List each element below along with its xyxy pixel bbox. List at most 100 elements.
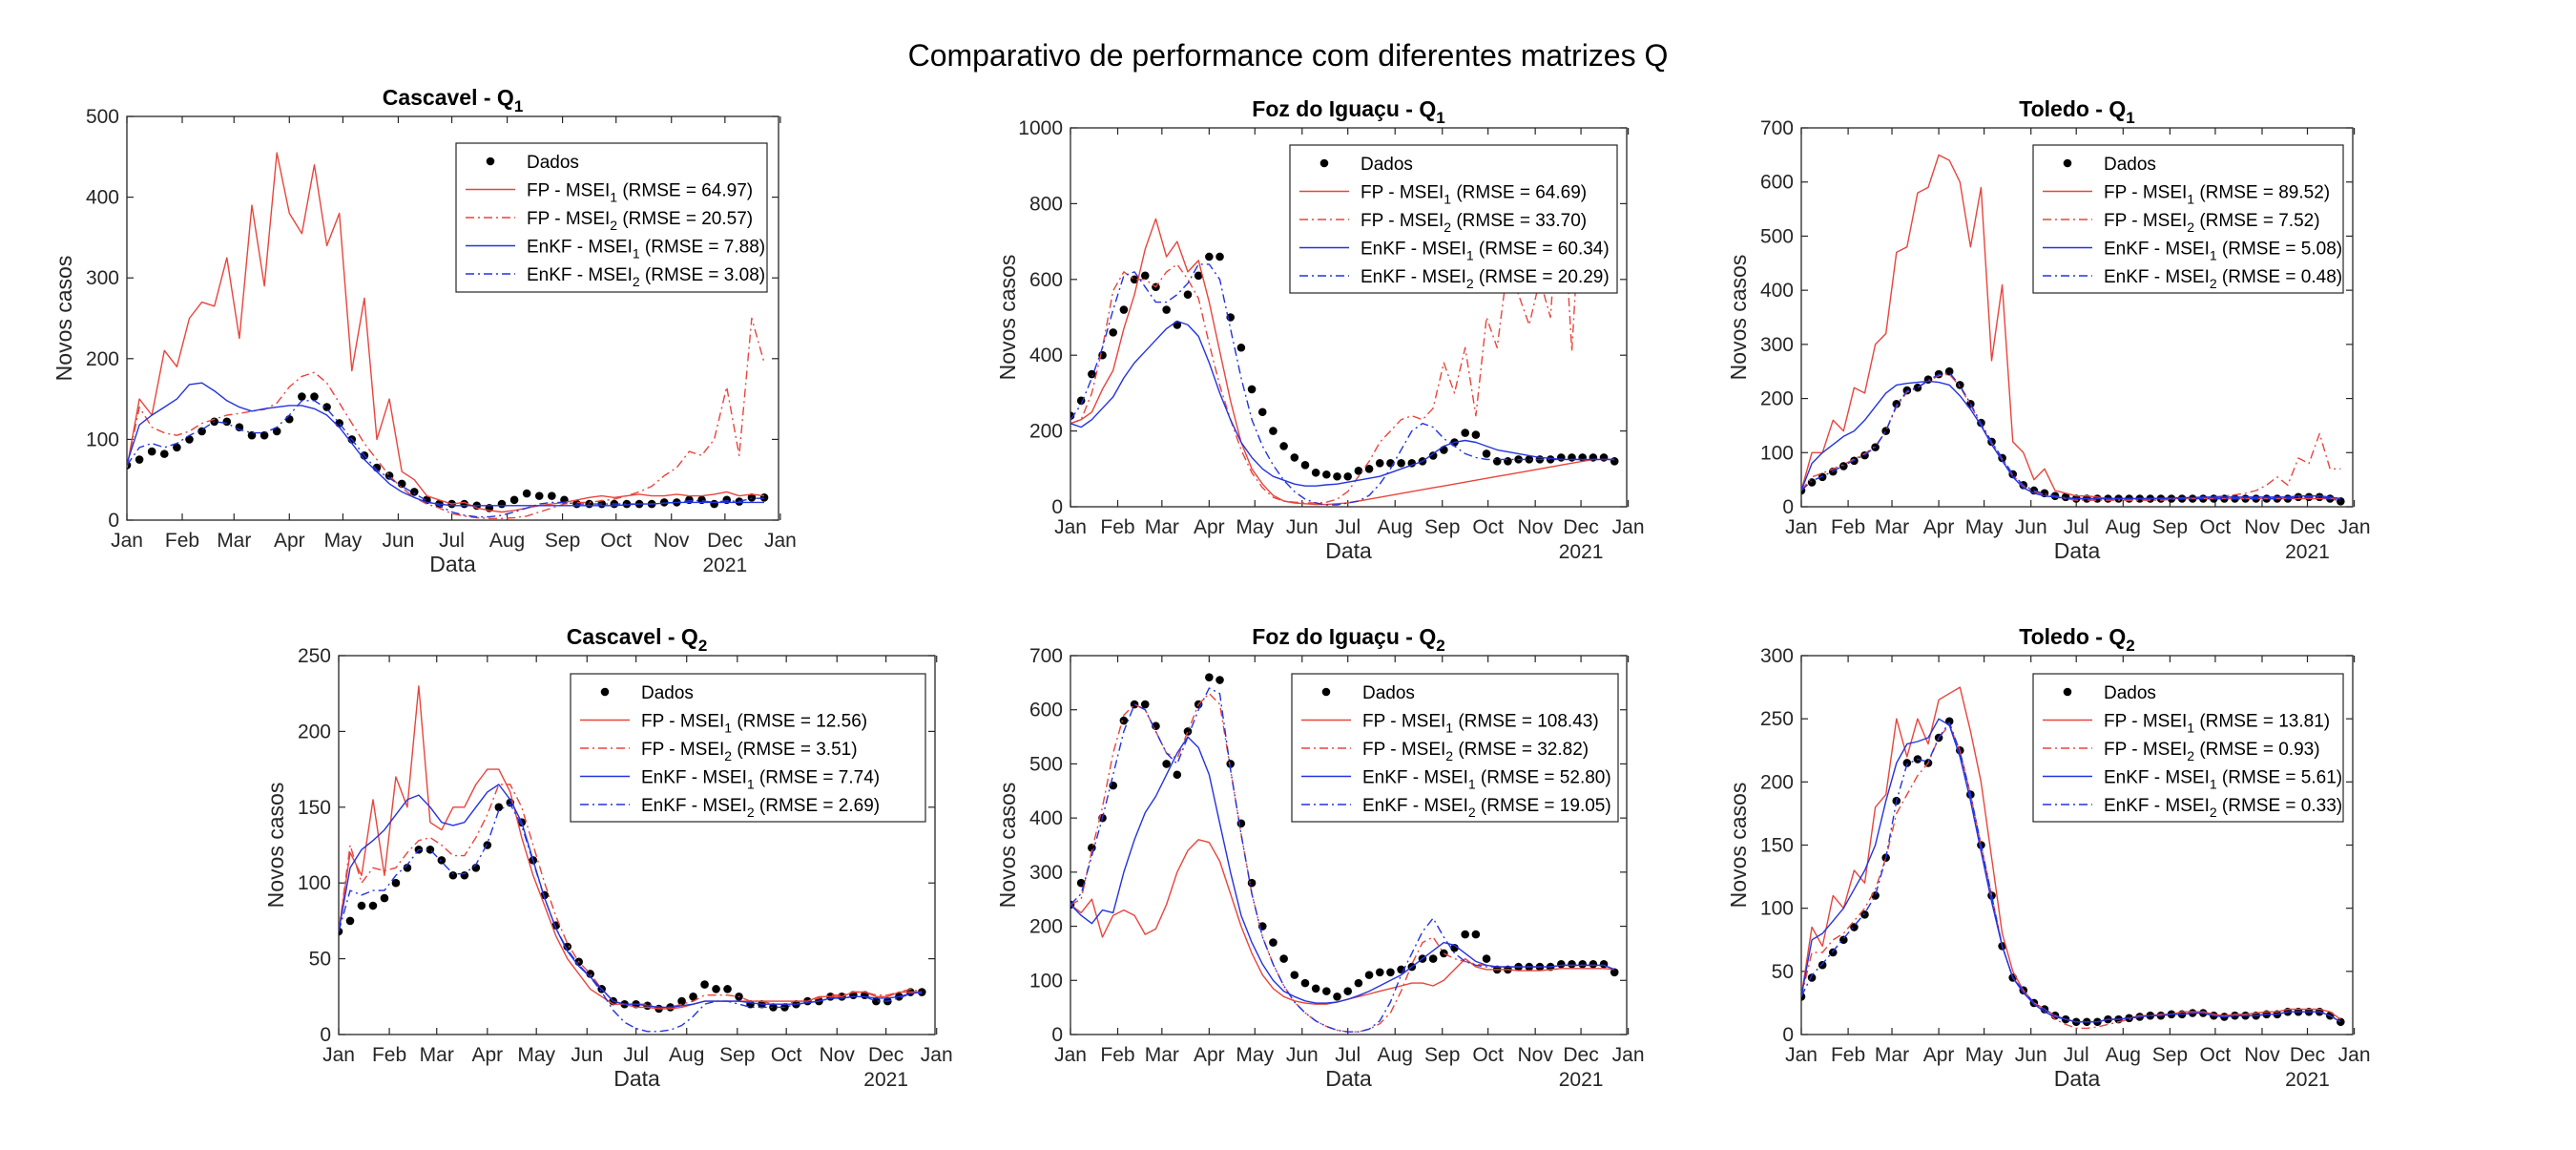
x-tick-label: Jan xyxy=(322,1044,355,1066)
data-point xyxy=(1482,954,1491,963)
legend-label: EnKF - MSEI2 (RMSE = 3.08) xyxy=(527,265,765,289)
data-point xyxy=(522,489,531,498)
data-point xyxy=(1269,938,1278,947)
legend-label: FP - MSEI1 (RMSE = 89.52) xyxy=(2104,183,2330,207)
x-tick-label: Jan xyxy=(111,530,143,552)
data-point xyxy=(710,499,718,509)
y-tick-label: 500 xyxy=(86,106,119,128)
chart-panel-3: 0 100 200 300 400 500 600 700 Jan Feb Mar Apr May Jun… xyxy=(1726,96,2371,563)
series-group xyxy=(1801,686,2345,1030)
legend-label: EnKF - MSEI2 (RMSE = 20.29) xyxy=(1361,267,1610,291)
data-point xyxy=(448,870,458,880)
legend-label: FP - MSEI1 (RMSE = 13.81) xyxy=(2104,712,2330,736)
data-point xyxy=(1109,328,1118,337)
x-tick-label: Nov xyxy=(1517,1044,1553,1066)
x-tick-label: Feb xyxy=(1100,1044,1134,1066)
y-tick-label: 150 xyxy=(298,797,331,819)
data-point xyxy=(409,488,419,496)
y-axis-label: Novos casos xyxy=(52,256,76,382)
data-point xyxy=(759,493,769,502)
x-tick-label: Dec xyxy=(1563,516,1598,538)
x-tick-label: Jun xyxy=(2015,516,2047,538)
data-point xyxy=(357,901,366,910)
x-year-label: 2021 xyxy=(2285,541,2330,563)
x-axis-label: Data xyxy=(1325,1066,1372,1091)
series-group xyxy=(127,152,769,519)
x-year-label: 2021 xyxy=(2285,1069,2330,1091)
chart-panel-2: 0 200 400 600 800 1000 Jan Feb Mar Apr May Jun Jul Au… xyxy=(995,96,1645,563)
data-point xyxy=(1375,968,1384,977)
legend-label: EnKF - MSEI1 (RMSE = 7.74) xyxy=(641,768,880,792)
y-tick-label: 100 xyxy=(298,872,331,894)
y-tick-label: 250 xyxy=(1760,708,1794,730)
x-tick-label: Sep xyxy=(545,530,580,552)
series-group xyxy=(1801,154,2345,506)
data-point xyxy=(1183,727,1193,736)
x-axis-label: Data xyxy=(2054,538,2101,563)
x-tick-label: Oct xyxy=(600,530,632,552)
data-point xyxy=(1205,673,1214,681)
x-tick-label: Apr xyxy=(471,1044,503,1066)
x-tick-label: Dec xyxy=(707,530,742,552)
data-point xyxy=(345,916,355,926)
x-tick-label: Dec xyxy=(868,1044,904,1066)
chart-panel-5: 0 100 200 300 400 500 600 700 Jan Feb Mar Apr May Jun… xyxy=(995,624,1645,1091)
data-point xyxy=(1578,959,1587,969)
x-tick-label: Feb xyxy=(372,1044,406,1066)
x-tick-label: May xyxy=(1236,1044,1274,1066)
y-tick-label: 1000 xyxy=(1018,117,1063,139)
data-point xyxy=(460,870,469,880)
data-point xyxy=(659,498,669,507)
series-line-3 xyxy=(127,382,764,507)
data-point xyxy=(1610,457,1619,466)
data-point xyxy=(1279,442,1288,450)
x-tick-label: Aug xyxy=(1378,516,1413,538)
legend-label: EnKF - MSEI1 (RMSE = 7.88) xyxy=(527,238,765,261)
data-point xyxy=(509,495,519,505)
series-line-2 xyxy=(1801,373,2341,501)
data-point xyxy=(1247,385,1257,394)
data-point xyxy=(1450,943,1459,952)
legend: Dados FP - MSEI1 (RMSE = 89.52) FP - MSEI2… xyxy=(2032,144,2344,294)
legend-marker xyxy=(600,687,610,697)
y-tick-label: 600 xyxy=(1029,700,1063,721)
x-tick-label: Jul xyxy=(439,530,465,552)
data-point xyxy=(622,499,632,509)
data-point xyxy=(1343,987,1353,995)
series-line-2 xyxy=(127,317,765,519)
y-axis-label: Novos casos xyxy=(1726,783,1751,909)
x-tick-label: Jun xyxy=(1286,1044,1319,1066)
legend-label: EnKF - MSEI2 (RMSE = 0.33) xyxy=(2104,796,2342,820)
series-line-4 xyxy=(1801,371,2341,502)
data-point xyxy=(712,985,720,993)
legend-label: FP - MSEI2 (RMSE = 20.57) xyxy=(527,209,753,233)
y-tick-label: 700 xyxy=(1760,117,1794,139)
x-tick-label: Apr xyxy=(1923,1044,1955,1066)
x-tick-label: Sep xyxy=(719,1044,755,1066)
data-point xyxy=(1236,343,1246,352)
legend-marker xyxy=(486,157,495,166)
data-point xyxy=(1807,478,1817,487)
x-axis-label: Data xyxy=(429,552,476,576)
series-line-1 xyxy=(1070,218,1615,506)
data-point xyxy=(2061,492,2070,502)
chart-title: Cascavel - Q1 xyxy=(383,85,524,115)
x-tick-label: Jan xyxy=(921,1044,953,1066)
data-point xyxy=(1471,930,1481,939)
x-tick-label: Jun xyxy=(2015,1044,2047,1066)
data-point xyxy=(1194,271,1203,281)
data-point xyxy=(494,803,504,812)
data-point xyxy=(1215,252,1224,261)
x-axis-label: Data xyxy=(1325,538,1372,563)
legend-label: Dados xyxy=(527,153,579,173)
data-point xyxy=(1354,466,1363,475)
data-point xyxy=(1504,457,1512,466)
data-point xyxy=(1333,471,1341,481)
x-tick-label: Nov xyxy=(1517,516,1553,538)
data-point xyxy=(1568,453,1576,462)
x-tick-label: Apr xyxy=(274,530,305,552)
data-point xyxy=(1557,959,1566,969)
data-point xyxy=(700,980,709,989)
data-point xyxy=(1375,459,1384,468)
